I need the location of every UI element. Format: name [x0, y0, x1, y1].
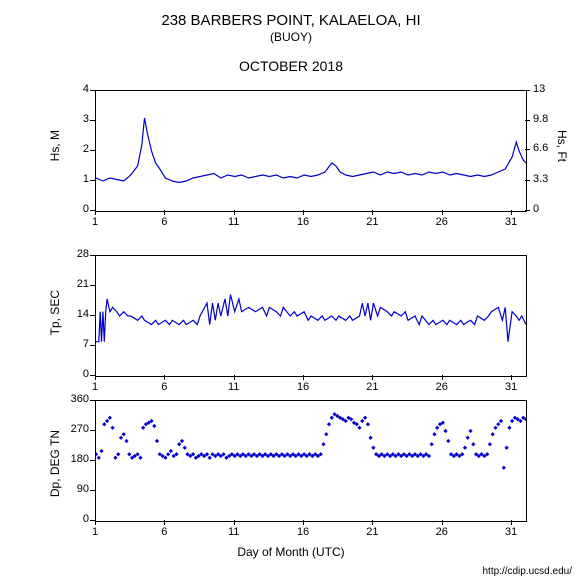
axis-tick: 0 — [83, 203, 89, 215]
panel3-dp — [95, 400, 527, 522]
panel1-hs — [95, 90, 527, 212]
axis-tick: 1 — [80, 381, 110, 393]
axis-tick: 21 — [77, 278, 89, 290]
axis-tick: 13 — [533, 83, 545, 95]
axis-tick: 26 — [427, 216, 457, 228]
axis-tick: 11 — [219, 216, 249, 228]
panel1-ylabel-right: Hs, Ft — [555, 130, 569, 162]
axis-tick: 3 — [83, 113, 89, 125]
axis-tick: 21 — [357, 216, 387, 228]
axis-tick: 1 — [80, 216, 110, 228]
axis-tick: 1 — [80, 526, 110, 538]
axis-tick: 6 — [149, 216, 179, 228]
x-axis-label: Day of Month (UTC) — [0, 545, 582, 559]
axis-tick: 90 — [77, 483, 89, 495]
station-title: 238 BARBERS POINT, KALAELOA, HI — [0, 12, 582, 29]
panel1-ylabel-left: Hs, M — [48, 130, 62, 161]
axis-tick: 6 — [149, 526, 179, 538]
axis-tick: 180 — [71, 453, 89, 465]
axis-tick: 0 — [83, 513, 89, 525]
axis-tick: 7 — [83, 338, 89, 350]
axis-tick: 21 — [357, 381, 387, 393]
axis-tick: 6 — [149, 381, 179, 393]
axis-tick: 11 — [219, 526, 249, 538]
axis-tick: 6.6 — [533, 142, 548, 154]
axis-tick: 3.3 — [533, 173, 548, 185]
axis-tick: 4 — [83, 83, 89, 95]
axis-tick: 26 — [427, 526, 457, 538]
axis-tick: 1 — [83, 173, 89, 185]
axis-tick: 270 — [71, 423, 89, 435]
chart-container: 238 BARBERS POINT, KALAELOA, HI (BUOY) O… — [0, 0, 582, 581]
panel2-tp — [95, 255, 527, 377]
axis-tick: 21 — [357, 526, 387, 538]
axis-tick: 0 — [83, 368, 89, 380]
axis-tick: 11 — [219, 381, 249, 393]
axis-tick: 0 — [533, 203, 539, 215]
axis-tick: 16 — [288, 526, 318, 538]
axis-tick: 16 — [288, 381, 318, 393]
axis-tick: 2 — [83, 143, 89, 155]
axis-tick: 28 — [77, 248, 89, 260]
footer-url: http://cdip.ucsd.edu/ — [482, 566, 572, 577]
axis-tick: 14 — [77, 308, 89, 320]
panel3-ylabel-left: Dp, DEG TN — [48, 430, 62, 497]
axis-tick: 9.8 — [533, 113, 548, 125]
axis-tick: 31 — [496, 216, 526, 228]
axis-tick: 31 — [496, 526, 526, 538]
axis-tick: 26 — [427, 381, 457, 393]
axis-tick: 16 — [288, 216, 318, 228]
axis-tick: 31 — [496, 381, 526, 393]
axis-tick: 360 — [71, 393, 89, 405]
station-subtitle: (BUOY) — [0, 30, 582, 44]
panel2-ylabel-left: Tp, SEC — [48, 290, 62, 335]
chart-month-title: OCTOBER 2018 — [0, 58, 582, 74]
